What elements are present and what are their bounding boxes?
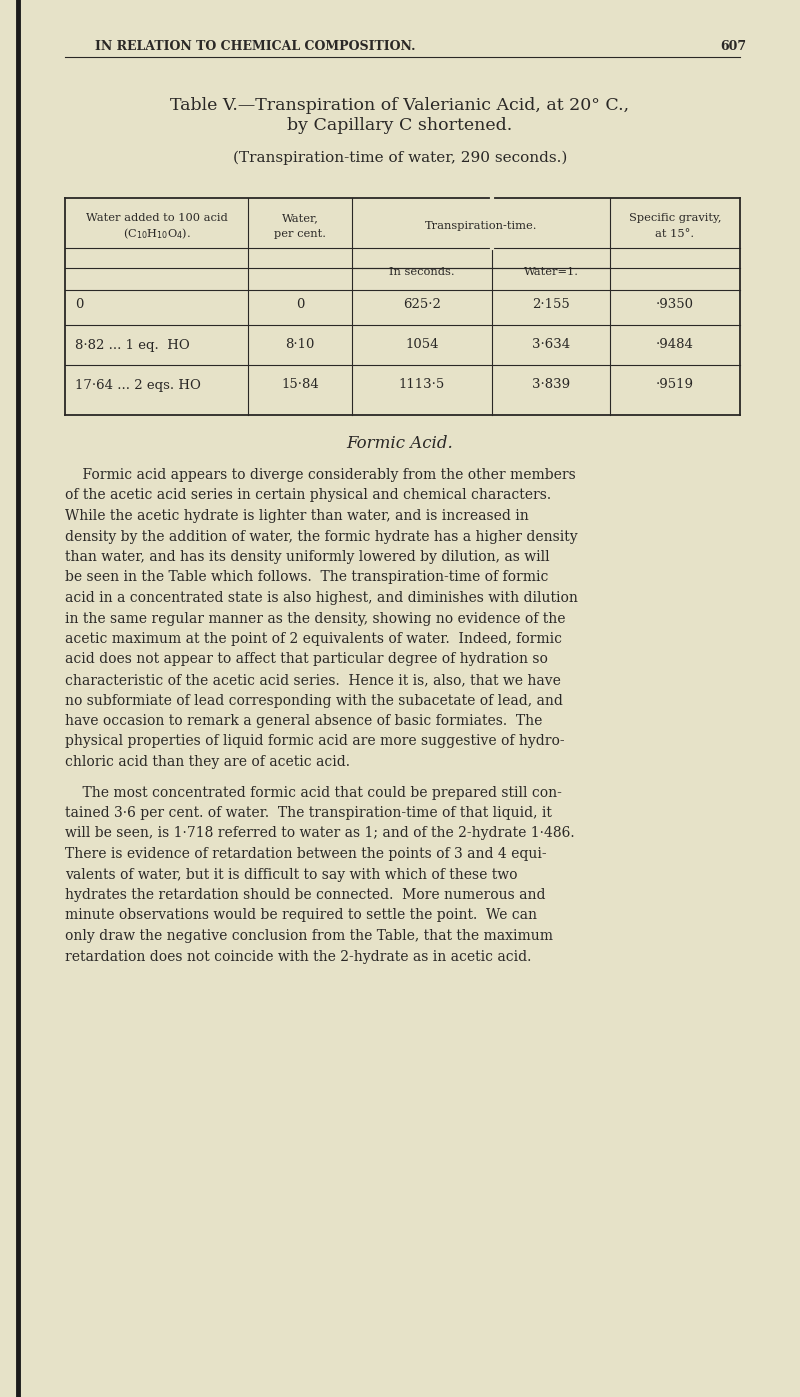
Text: hydrates the retardation should be connected.  More numerous and: hydrates the retardation should be conne… [65, 888, 546, 902]
Text: (Transpiration-time of water, 290 seconds.): (Transpiration-time of water, 290 second… [233, 151, 567, 165]
Text: 8·82 ... 1 eq.  HO: 8·82 ... 1 eq. HO [75, 338, 190, 352]
Text: ·9519: ·9519 [656, 379, 694, 391]
Text: Water added to 100 acid: Water added to 100 acid [86, 212, 227, 224]
Text: IN RELATION TO CHEMICAL COMPOSITION.: IN RELATION TO CHEMICAL COMPOSITION. [95, 41, 415, 53]
Text: have occasion to remark a general absence of basic formiates.  The: have occasion to remark a general absenc… [65, 714, 542, 728]
Text: per cent.: per cent. [274, 229, 326, 239]
Text: acid does not appear to affect that particular degree of hydration so: acid does not appear to affect that part… [65, 652, 548, 666]
Text: be seen in the Table which follows.  The transpiration-time of formic: be seen in the Table which follows. The … [65, 570, 548, 584]
Text: no subformiate of lead corresponding with the subacetate of lead, and: no subformiate of lead corresponding wit… [65, 693, 563, 707]
Text: minute observations would be required to settle the point.  We can: minute observations would be required to… [65, 908, 537, 922]
Text: Specific gravity,: Specific gravity, [629, 212, 722, 224]
Text: Table V.—Transpiration of Valerianic Acid, at 20° C.,: Table V.—Transpiration of Valerianic Aci… [170, 96, 630, 113]
Text: retardation does not coincide with the 2-hydrate as in acetic acid.: retardation does not coincide with the 2… [65, 950, 531, 964]
Text: 15·84: 15·84 [281, 379, 319, 391]
Text: Formic acid appears to diverge considerably from the other members: Formic acid appears to diverge considera… [65, 468, 576, 482]
Text: Water,: Water, [282, 212, 318, 224]
Text: 8·10: 8·10 [286, 338, 314, 352]
Text: at 15°.: at 15°. [655, 229, 694, 239]
Text: in the same regular manner as the density, showing no evidence of the: in the same regular manner as the densit… [65, 612, 566, 626]
Text: physical properties of liquid formic acid are more suggestive of hydro-: physical properties of liquid formic aci… [65, 735, 565, 749]
Text: tained 3·6 per cent. of water.  The transpiration-time of that liquid, it: tained 3·6 per cent. of water. The trans… [65, 806, 552, 820]
Text: of the acetic acid series in certain physical and chemical characters.: of the acetic acid series in certain phy… [65, 489, 551, 503]
Text: In seconds.: In seconds. [389, 267, 455, 277]
Text: The most concentrated formic acid that could be prepared still con-: The most concentrated formic acid that c… [65, 785, 562, 799]
Text: 2·155: 2·155 [532, 299, 570, 312]
Text: (C$_{10}$H$_{10}$O$_4$).: (C$_{10}$H$_{10}$O$_4$). [122, 226, 190, 242]
Text: Formic Acid.: Formic Acid. [346, 434, 454, 451]
Text: by Capillary C shortened.: by Capillary C shortened. [287, 117, 513, 134]
Text: 3·634: 3·634 [532, 338, 570, 352]
Text: 1113·5: 1113·5 [399, 379, 445, 391]
Text: 607: 607 [720, 41, 746, 53]
Text: Transpiration-time.: Transpiration-time. [425, 221, 538, 231]
Text: 625·2: 625·2 [403, 299, 441, 312]
Text: chloric acid than they are of acetic acid.: chloric acid than they are of acetic aci… [65, 754, 350, 768]
Text: only draw the negative conclusion from the Table, that the maximum: only draw the negative conclusion from t… [65, 929, 553, 943]
Text: characteristic of the acetic acid series.  Hence it is, also, that we have: characteristic of the acetic acid series… [65, 673, 561, 687]
Text: acid in a concentrated state is also highest, and diminishes with dilution: acid in a concentrated state is also hig… [65, 591, 578, 605]
Text: There is evidence of retardation between the points of 3 and 4 equi-: There is evidence of retardation between… [65, 847, 546, 861]
Text: 17·64 ... 2 eqs. HO: 17·64 ... 2 eqs. HO [75, 379, 201, 391]
Text: While the acetic hydrate is lighter than water, and is increased in: While the acetic hydrate is lighter than… [65, 509, 529, 522]
Text: 1054: 1054 [406, 338, 438, 352]
Text: valents of water, but it is difficult to say with which of these two: valents of water, but it is difficult to… [65, 868, 518, 882]
Text: than water, and has its density uniformly lowered by dilution, as will: than water, and has its density uniforml… [65, 550, 550, 564]
Text: density by the addition of water, the formic hydrate has a higher density: density by the addition of water, the fo… [65, 529, 578, 543]
Text: 0: 0 [75, 299, 83, 312]
Text: ·9350: ·9350 [656, 299, 694, 312]
Text: 3·839: 3·839 [532, 379, 570, 391]
Text: Water=1.: Water=1. [523, 267, 578, 277]
Text: acetic maximum at the point of 2 equivalents of water.  Indeed, formic: acetic maximum at the point of 2 equival… [65, 631, 562, 645]
Text: will be seen, is 1·718 referred to water as 1; and of the 2-hydrate 1·486.: will be seen, is 1·718 referred to water… [65, 827, 574, 841]
Text: 0: 0 [296, 299, 304, 312]
Text: ·9484: ·9484 [656, 338, 694, 352]
